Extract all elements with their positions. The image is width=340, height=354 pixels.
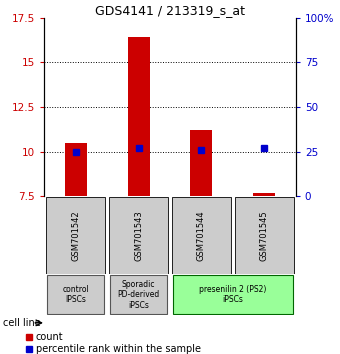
Bar bbox=[190, 130, 212, 196]
Text: GSM701543: GSM701543 bbox=[134, 210, 143, 261]
FancyBboxPatch shape bbox=[47, 275, 104, 314]
FancyBboxPatch shape bbox=[109, 197, 168, 274]
FancyBboxPatch shape bbox=[46, 197, 105, 274]
Text: count: count bbox=[36, 332, 63, 342]
Text: percentile rank within the sample: percentile rank within the sample bbox=[36, 344, 201, 354]
FancyBboxPatch shape bbox=[173, 275, 293, 314]
Text: cell line: cell line bbox=[3, 318, 41, 328]
Bar bbox=[253, 193, 275, 196]
Title: GDS4141 / 213319_s_at: GDS4141 / 213319_s_at bbox=[95, 4, 245, 17]
Text: GSM701542: GSM701542 bbox=[71, 210, 80, 261]
Text: control
IPSCs: control IPSCs bbox=[62, 285, 89, 304]
Text: GSM701544: GSM701544 bbox=[197, 210, 206, 261]
Bar bbox=[65, 143, 87, 196]
FancyBboxPatch shape bbox=[110, 275, 167, 314]
FancyBboxPatch shape bbox=[235, 197, 294, 274]
Bar bbox=[128, 38, 150, 196]
FancyBboxPatch shape bbox=[172, 197, 231, 274]
Text: presenilin 2 (PS2)
iPSCs: presenilin 2 (PS2) iPSCs bbox=[199, 285, 267, 304]
Text: GSM701545: GSM701545 bbox=[260, 210, 269, 261]
Text: Sporadic
PD-derived
iPSCs: Sporadic PD-derived iPSCs bbox=[117, 280, 160, 310]
